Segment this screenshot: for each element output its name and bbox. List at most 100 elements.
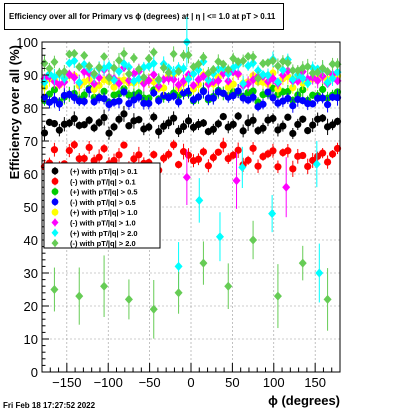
x-tick-label: −50 xyxy=(139,375,161,390)
legend-entry: (+) with pT/|q| > 0.5 xyxy=(51,187,138,197)
data-point xyxy=(254,162,262,170)
legend-marker xyxy=(51,167,59,175)
legend-entry: (-) with pT/|q| > 0.5 xyxy=(51,197,136,207)
data-point xyxy=(199,258,208,268)
data-point xyxy=(169,67,178,77)
data-point xyxy=(264,88,272,96)
data-point xyxy=(284,113,292,121)
data-point xyxy=(115,115,123,123)
data-point xyxy=(75,77,84,87)
data-point xyxy=(65,119,73,127)
legend-marker xyxy=(51,228,59,237)
data-point xyxy=(239,127,247,135)
data-point xyxy=(189,80,198,90)
data-point xyxy=(249,58,258,68)
data-point xyxy=(85,143,93,152)
data-point xyxy=(150,113,158,121)
data-point xyxy=(70,49,79,59)
data-point xyxy=(55,126,63,134)
data-point xyxy=(80,154,88,163)
data-point xyxy=(229,80,237,88)
data-point xyxy=(85,61,94,71)
data-point xyxy=(249,235,258,245)
data-point xyxy=(194,155,203,163)
data-point xyxy=(244,79,253,89)
data-point xyxy=(234,69,243,79)
data-point xyxy=(70,115,78,123)
data-point xyxy=(319,85,327,94)
data-point xyxy=(288,74,297,84)
data-point xyxy=(269,94,277,102)
data-point xyxy=(298,258,307,268)
data-point xyxy=(85,116,93,124)
data-point xyxy=(60,67,69,77)
data-point xyxy=(263,70,272,80)
data-point xyxy=(319,149,327,157)
data-point xyxy=(174,67,183,77)
data-point xyxy=(75,291,84,301)
data-point xyxy=(50,119,59,128)
data-point xyxy=(60,73,69,83)
data-point xyxy=(315,268,324,278)
data-point xyxy=(284,94,292,103)
legend-label: (-) with pT/|q| > 0.1 xyxy=(70,177,136,186)
data-point xyxy=(279,122,287,130)
data-point xyxy=(124,62,133,72)
data-point xyxy=(289,129,297,138)
data-point xyxy=(165,150,173,158)
data-point xyxy=(259,58,268,68)
data-point xyxy=(155,128,163,136)
data-point xyxy=(179,50,188,60)
data-point xyxy=(244,156,252,164)
data-point xyxy=(194,75,203,85)
data-point xyxy=(303,62,312,72)
data-point xyxy=(219,69,228,79)
timestamp: Fri Feb 18 17:27:52 2022 xyxy=(3,401,96,410)
y-tick-label: 100 xyxy=(16,35,38,50)
data-point xyxy=(65,49,74,59)
data-point xyxy=(219,112,227,121)
data-point xyxy=(95,62,104,72)
data-point xyxy=(249,87,257,95)
data-point xyxy=(224,65,233,75)
x-tick-label: 50 xyxy=(225,375,239,390)
data-point xyxy=(269,147,277,155)
y-tick-label: 20 xyxy=(24,299,38,314)
data-point xyxy=(333,93,342,102)
series xyxy=(40,82,342,113)
data-point xyxy=(184,117,193,125)
data-point xyxy=(294,120,302,129)
data-point xyxy=(313,67,322,77)
x-tick-label: −150 xyxy=(52,375,81,390)
data-point xyxy=(323,294,332,304)
legend-marker xyxy=(51,208,59,216)
data-point xyxy=(174,288,183,298)
data-point xyxy=(239,79,248,89)
data-point xyxy=(159,63,168,73)
data-point xyxy=(179,148,188,156)
data-point xyxy=(70,56,79,66)
data-points xyxy=(40,16,342,339)
data-point xyxy=(120,141,128,149)
data-point xyxy=(232,176,241,186)
data-point xyxy=(309,121,317,129)
data-point xyxy=(114,55,123,65)
data-point xyxy=(174,80,183,90)
data-point xyxy=(318,63,327,73)
y-tick-label: 30 xyxy=(24,266,38,281)
data-point xyxy=(115,97,123,105)
data-point xyxy=(90,124,98,132)
data-point xyxy=(50,146,59,154)
data-point xyxy=(184,50,193,60)
legend-entry: (+) with pT/|q| > 1.0 xyxy=(51,208,138,217)
data-point xyxy=(219,89,227,97)
data-point xyxy=(124,69,133,79)
data-point xyxy=(50,86,59,94)
data-point xyxy=(135,93,143,101)
data-point xyxy=(110,156,118,165)
data-point xyxy=(214,148,222,156)
data-point xyxy=(209,65,218,75)
data-point xyxy=(333,144,342,153)
data-point xyxy=(304,127,312,135)
data-point xyxy=(229,120,237,128)
